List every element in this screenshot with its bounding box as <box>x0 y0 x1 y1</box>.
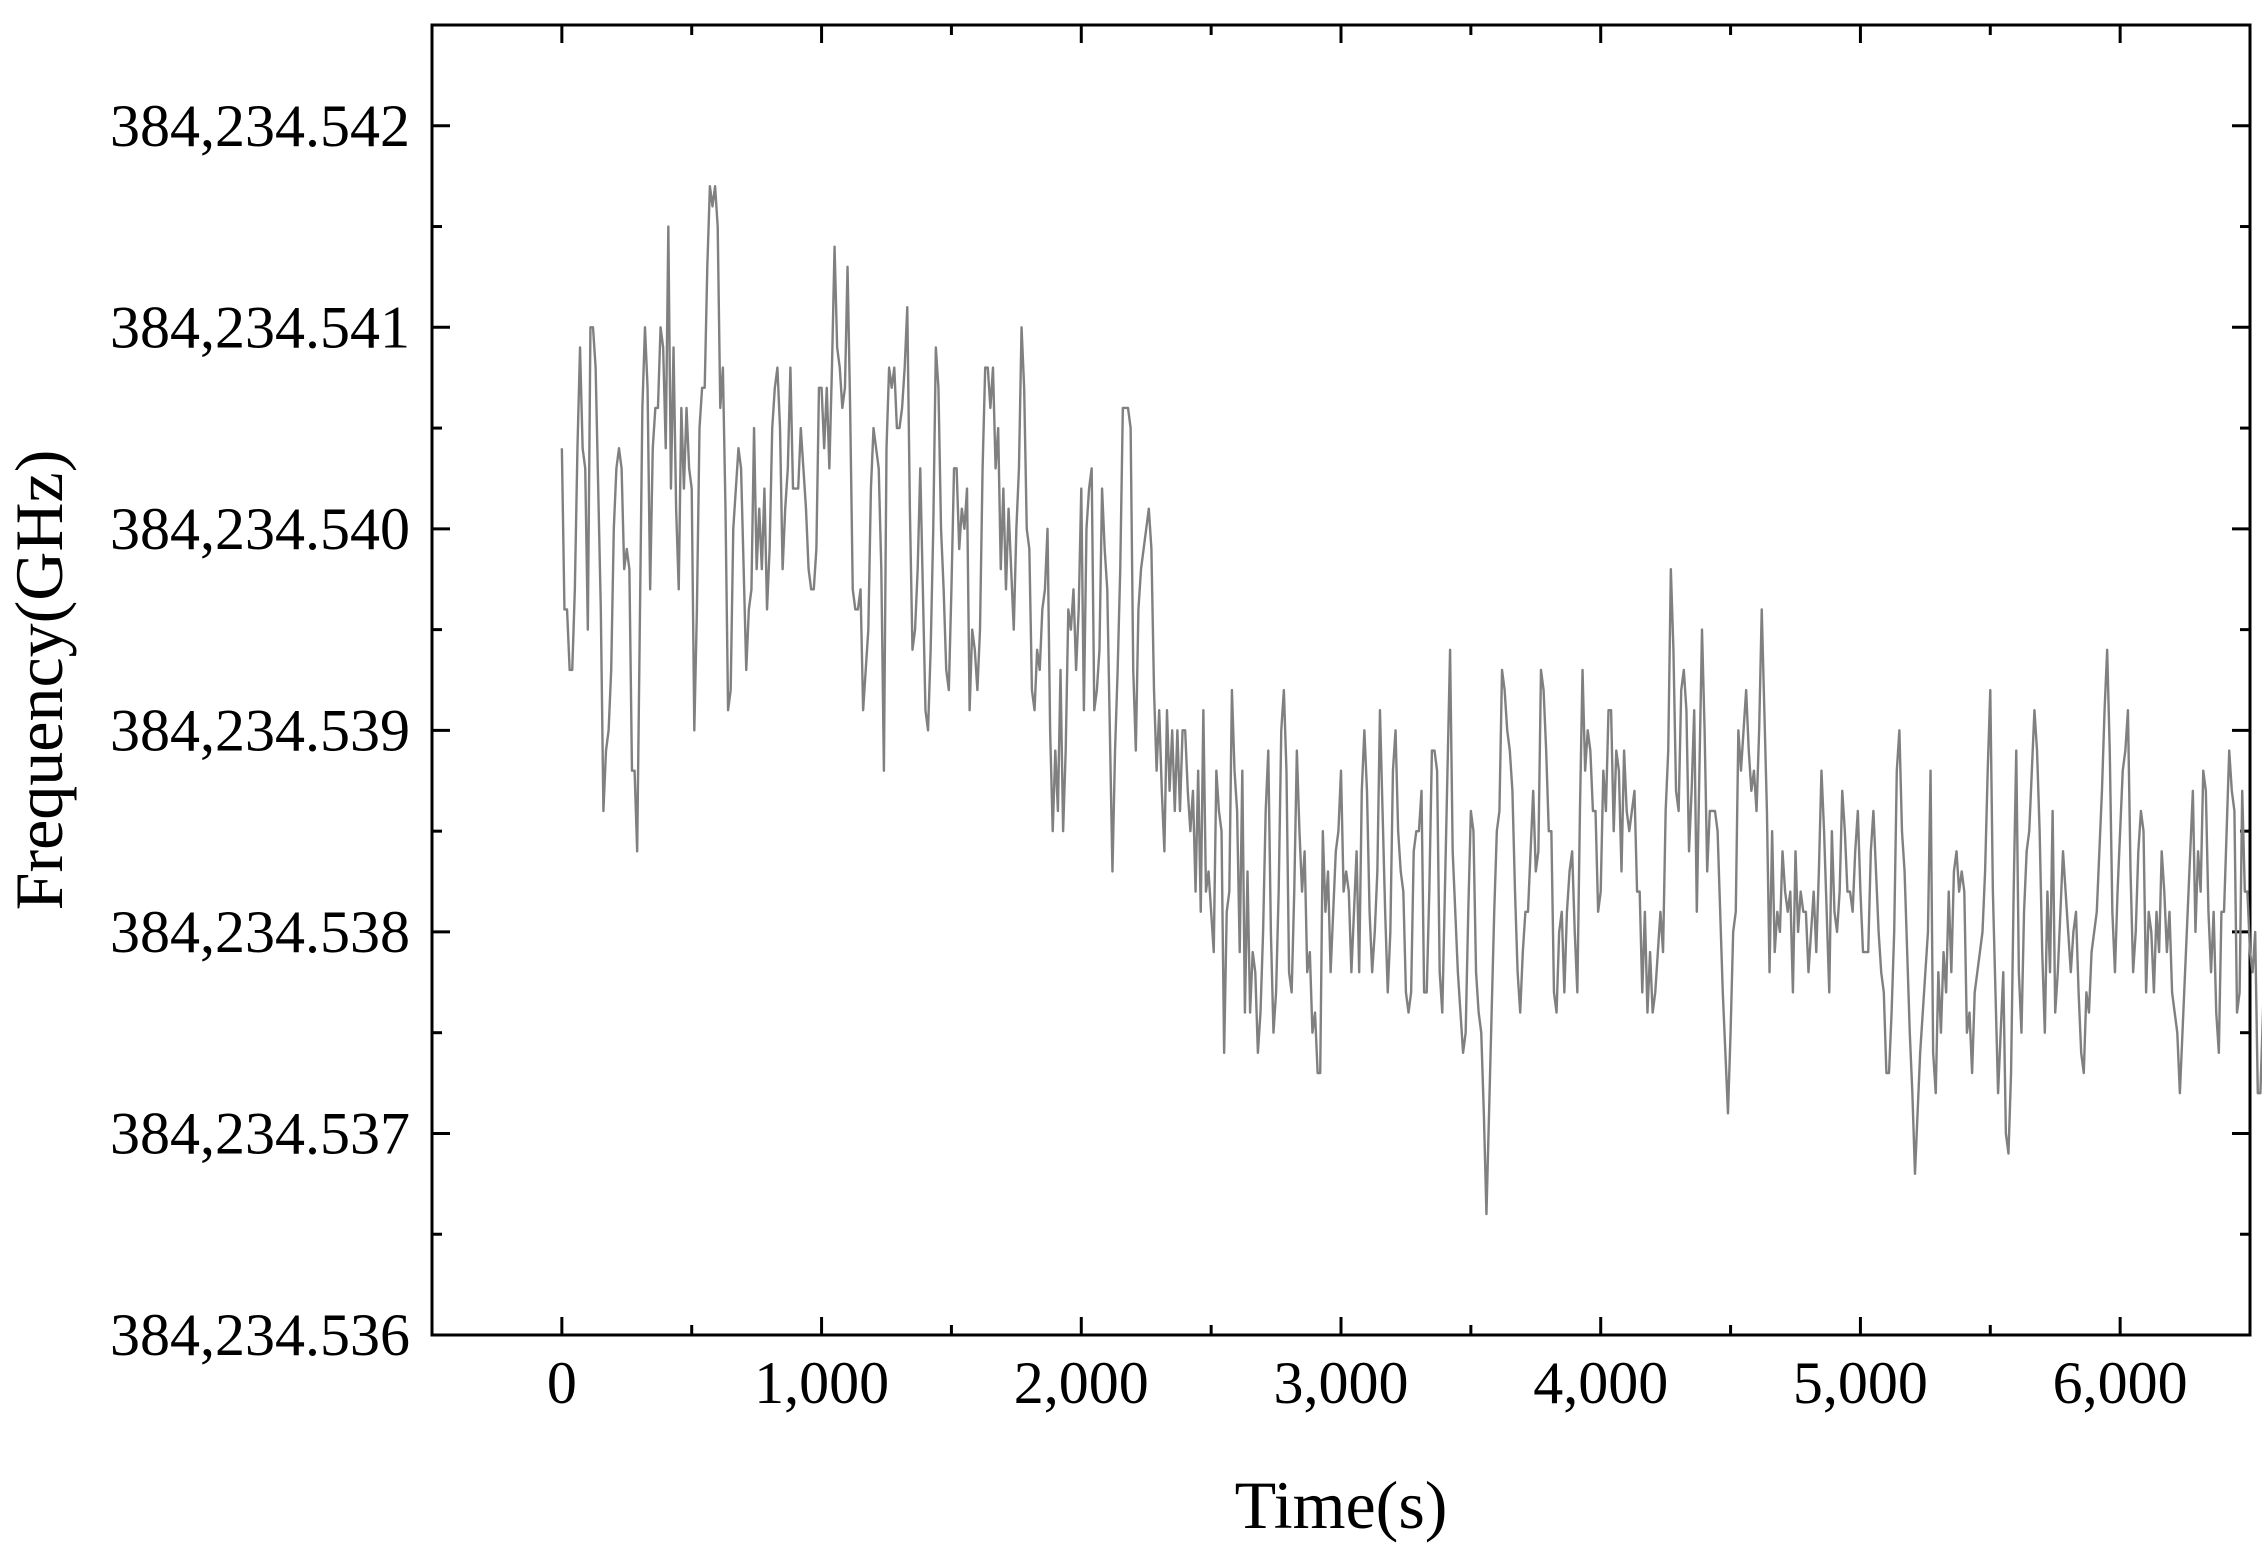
x-tick-label: 5,000 <box>1793 1350 1928 1416</box>
x-tick-label: 2,000 <box>1014 1350 1149 1416</box>
x-tick-label: 0 <box>547 1350 577 1416</box>
y-tick-label: 384,234.541 <box>110 294 410 360</box>
plot-frame <box>430 23 2252 1337</box>
y-tick-label: 384,234.540 <box>110 496 410 562</box>
y-axis-ticks: 384,234.536 384,234.537 384,234.538 384,234… <box>110 93 2250 1368</box>
x-tick-label: 4,000 <box>1533 1350 1668 1416</box>
plot-border <box>430 23 2252 1337</box>
x-axis-title: Time(s) <box>1235 1467 1448 1543</box>
y-tick-label: 384,234.539 <box>110 697 410 763</box>
y-tick-label: 384,234.542 <box>110 93 410 159</box>
series-line-0 <box>560 185 2262 1216</box>
x-axis-ticks: 0 1,000 2,000 3,000 4,000 5,000 6,000 <box>547 25 2188 1416</box>
y-tick-label: 384,234.536 <box>110 1302 410 1368</box>
y-axis-title: Frequency(GHz) <box>1 450 77 911</box>
series-layer <box>560 185 2262 1216</box>
x-tick-label: 1,000 <box>754 1350 889 1416</box>
y-tick-label: 384,234.538 <box>110 899 410 965</box>
x-tick-label: 3,000 <box>1274 1350 1409 1416</box>
y-tick-label: 384,234.537 <box>110 1100 410 1166</box>
x-tick-label: 6,000 <box>2053 1350 2188 1416</box>
